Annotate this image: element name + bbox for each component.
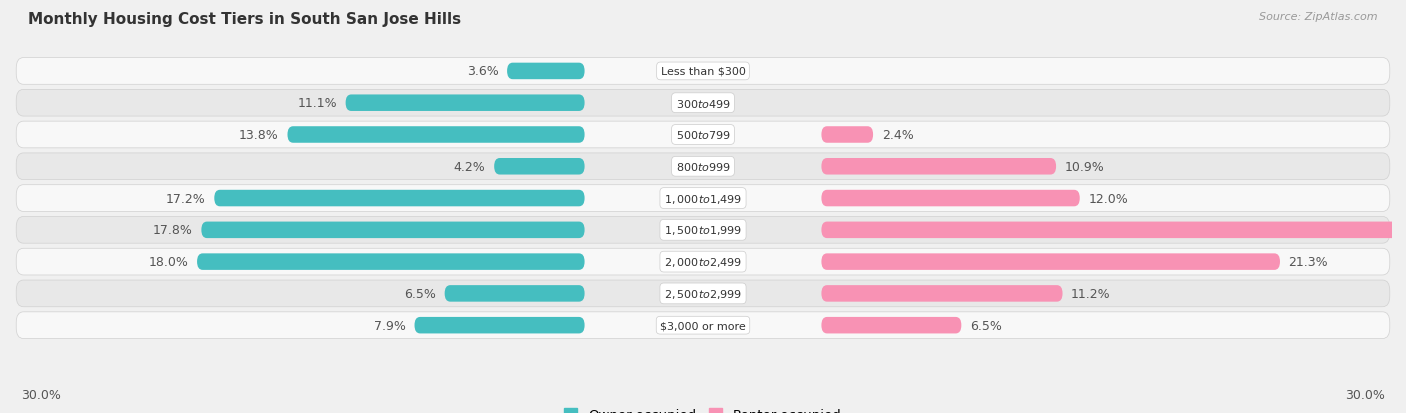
Text: 6.5%: 6.5% bbox=[970, 319, 1002, 332]
FancyBboxPatch shape bbox=[346, 95, 585, 112]
FancyBboxPatch shape bbox=[17, 185, 1389, 212]
FancyBboxPatch shape bbox=[17, 90, 1389, 117]
FancyBboxPatch shape bbox=[17, 280, 1389, 307]
Text: 7.9%: 7.9% bbox=[374, 319, 406, 332]
Text: 30.0%: 30.0% bbox=[1346, 388, 1385, 401]
Text: 17.2%: 17.2% bbox=[166, 192, 205, 205]
Text: 3.6%: 3.6% bbox=[467, 65, 499, 78]
Legend: Owner-occupied, Renter-occupied: Owner-occupied, Renter-occupied bbox=[560, 402, 846, 413]
FancyBboxPatch shape bbox=[287, 127, 585, 143]
Text: 12.0%: 12.0% bbox=[1088, 192, 1128, 205]
FancyBboxPatch shape bbox=[444, 285, 585, 302]
Text: $500 to $799: $500 to $799 bbox=[675, 129, 731, 141]
Text: $300 to $499: $300 to $499 bbox=[675, 97, 731, 109]
Text: $2,000 to $2,499: $2,000 to $2,499 bbox=[664, 256, 742, 268]
Text: $800 to $999: $800 to $999 bbox=[675, 161, 731, 173]
FancyBboxPatch shape bbox=[197, 254, 585, 270]
FancyBboxPatch shape bbox=[821, 222, 1406, 239]
FancyBboxPatch shape bbox=[17, 249, 1389, 275]
Text: $1,000 to $1,499: $1,000 to $1,499 bbox=[664, 192, 742, 205]
FancyBboxPatch shape bbox=[201, 222, 585, 239]
FancyBboxPatch shape bbox=[821, 254, 1279, 270]
FancyBboxPatch shape bbox=[17, 154, 1389, 180]
Text: 6.5%: 6.5% bbox=[404, 287, 436, 300]
Text: Source: ZipAtlas.com: Source: ZipAtlas.com bbox=[1260, 12, 1378, 22]
FancyBboxPatch shape bbox=[494, 159, 585, 175]
Text: $3,000 or more: $3,000 or more bbox=[661, 320, 745, 330]
Text: 10.9%: 10.9% bbox=[1064, 160, 1105, 173]
Text: 18.0%: 18.0% bbox=[149, 256, 188, 268]
FancyBboxPatch shape bbox=[17, 58, 1389, 85]
Text: 13.8%: 13.8% bbox=[239, 129, 278, 142]
Text: 4.2%: 4.2% bbox=[454, 160, 485, 173]
FancyBboxPatch shape bbox=[821, 190, 1080, 207]
Text: $1,500 to $1,999: $1,500 to $1,999 bbox=[664, 224, 742, 237]
FancyBboxPatch shape bbox=[821, 127, 873, 143]
Text: 30.0%: 30.0% bbox=[21, 388, 60, 401]
FancyBboxPatch shape bbox=[214, 190, 585, 207]
Text: Less than $300: Less than $300 bbox=[661, 67, 745, 77]
Text: 17.8%: 17.8% bbox=[153, 224, 193, 237]
FancyBboxPatch shape bbox=[17, 122, 1389, 149]
FancyBboxPatch shape bbox=[821, 285, 1063, 302]
Text: 11.1%: 11.1% bbox=[298, 97, 337, 110]
FancyBboxPatch shape bbox=[821, 159, 1056, 175]
FancyBboxPatch shape bbox=[17, 312, 1389, 339]
Text: 2.4%: 2.4% bbox=[882, 129, 914, 142]
Text: 11.2%: 11.2% bbox=[1071, 287, 1111, 300]
FancyBboxPatch shape bbox=[821, 317, 962, 334]
FancyBboxPatch shape bbox=[17, 217, 1389, 244]
Text: Monthly Housing Cost Tiers in South San Jose Hills: Monthly Housing Cost Tiers in South San … bbox=[28, 12, 461, 27]
Text: 21.3%: 21.3% bbox=[1289, 256, 1329, 268]
FancyBboxPatch shape bbox=[415, 317, 585, 334]
Text: $2,500 to $2,999: $2,500 to $2,999 bbox=[664, 287, 742, 300]
FancyBboxPatch shape bbox=[508, 64, 585, 80]
